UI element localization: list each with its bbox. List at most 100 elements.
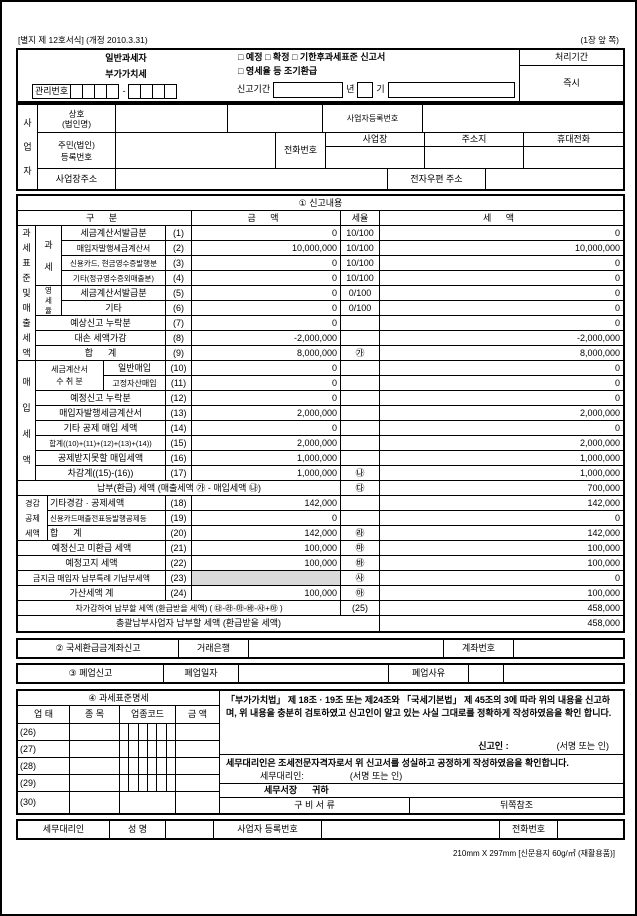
row-amount[interactable]: 0 — [192, 256, 341, 271]
row-tax[interactable]: 0 — [380, 421, 623, 436]
year-input[interactable] — [357, 81, 374, 98]
row-amount[interactable]: 0 — [192, 286, 341, 301]
row-amount[interactable]: 1,000,000 — [192, 451, 341, 466]
row-amount[interactable]: 10,000,000 — [192, 241, 341, 256]
report-row: 기타 공제 매입 세액 (14) 0 0 — [36, 421, 623, 436]
workplace-address-input[interactable] — [116, 169, 388, 189]
row-amount[interactable]: 0 — [192, 301, 341, 316]
row-amount[interactable]: -2,000,000 — [192, 331, 341, 346]
code-input[interactable] — [120, 792, 176, 813]
trade-name-input[interactable] — [116, 105, 228, 133]
closure-date-label: 폐업일자 — [164, 665, 239, 682]
row-tax[interactable]: 10,000,000 — [380, 241, 623, 256]
row-amount[interactable]: 2,000,000 — [192, 436, 341, 451]
row-tax[interactable]: 0 — [380, 376, 623, 391]
row-tax[interactable]: 0 — [380, 361, 623, 376]
row-tax[interactable]: 2,000,000 — [380, 406, 623, 421]
agent-reg-no-input[interactable] — [322, 821, 500, 838]
resident-reg-no-input[interactable] — [116, 133, 276, 169]
row-rate: 10/100 — [341, 271, 380, 286]
row-tax[interactable]: 2,000,000 — [380, 436, 623, 451]
term-input[interactable] — [387, 81, 515, 98]
item-input[interactable] — [70, 775, 120, 792]
email-input[interactable] — [486, 169, 623, 189]
closure-reason-input[interactable] — [504, 665, 623, 682]
code-input[interactable] — [120, 724, 176, 741]
row-tax[interactable]: 100,000 — [380, 541, 623, 556]
row-tax[interactable]: 0 — [380, 511, 623, 526]
row-amount[interactable]: 8,000,000 — [192, 346, 341, 361]
row-amount[interactable]: 0 — [192, 376, 341, 391]
row-tax[interactable]: 100,000 — [380, 556, 623, 571]
period-input[interactable] — [273, 81, 344, 98]
row-tax[interactable]: 0 — [380, 286, 623, 301]
row-tax[interactable]: 458,000 — [587, 618, 620, 628]
agent-name-input[interactable] — [166, 821, 214, 838]
row-tax[interactable]: 700,000 — [380, 481, 623, 496]
address-phone-input[interactable] — [425, 147, 524, 169]
declarant-sign-note[interactable]: (서명 또는 인) — [556, 741, 609, 751]
early-refund-checkbox[interactable]: □ 영세율 등 조기환급 — [238, 65, 318, 76]
item-input[interactable] — [70, 724, 120, 741]
row-amount[interactable]: 142,000 — [192, 496, 341, 511]
code-input[interactable] — [120, 758, 176, 775]
row-label: 고정자산매입 — [104, 376, 166, 391]
agent-sign-note[interactable]: (서명 또는 인) — [349, 770, 403, 781]
workplace-phone-input[interactable] — [326, 147, 425, 169]
report-type-checkboxes[interactable]: □ 예정 □ 확정 □ 기한후과세표준 신고서 — [238, 51, 386, 62]
row-tax[interactable]: 1,000,000 — [380, 451, 623, 466]
row-amount[interactable]: 0 — [192, 271, 341, 286]
bank-input[interactable] — [249, 640, 444, 657]
row-tax[interactable]: 1,000,000 — [380, 466, 623, 481]
row-amount[interactable]: 2,000,000 — [192, 406, 341, 421]
item-input[interactable] — [70, 741, 120, 758]
item-input[interactable] — [70, 758, 120, 775]
row-amount[interactable]: 142,000 — [192, 526, 341, 541]
row-tax[interactable]: -2,000,000 — [380, 331, 623, 346]
row-tax[interactable]: 0 — [380, 271, 623, 286]
row-tax[interactable]: 458,000 — [380, 601, 623, 616]
item-input[interactable] — [70, 792, 120, 813]
row-amount[interactable]: 0 — [192, 421, 341, 436]
mobile-phone-input[interactable] — [524, 147, 623, 169]
row-tax[interactable]: 0 — [380, 301, 623, 316]
business-reg-no-input[interactable] — [423, 105, 623, 133]
row-tax[interactable]: 142,000 — [380, 496, 623, 511]
row-tax[interactable]: 100,000 — [380, 586, 623, 601]
closure-reason-code-input[interactable] — [469, 665, 504, 682]
group-label-taxbase-sales: 과 세 표 준 및 매 출 세 액 — [18, 226, 36, 361]
row-tax[interactable]: 8,000,000 — [380, 346, 623, 361]
row-amount[interactable]: 100,000 — [192, 586, 341, 601]
report-row: 신용카드, 현금영수증발행분 (3) 0 10/100 0 — [62, 256, 623, 271]
row-amount[interactable]: 0 — [192, 511, 341, 526]
row-amount[interactable]: 0 — [192, 316, 341, 331]
row-amount[interactable]: 100,000 — [192, 541, 341, 556]
agent-phone-input[interactable] — [558, 821, 623, 838]
amount-input[interactable] — [176, 775, 219, 792]
row-amount[interactable]: 100,000 — [192, 556, 341, 571]
row-amount[interactable]: 0 — [192, 391, 341, 406]
amount-input[interactable] — [176, 741, 219, 758]
code-input[interactable] — [120, 775, 176, 792]
account-no-input[interactable] — [514, 640, 623, 657]
row-tax[interactable]: 0 — [380, 571, 623, 586]
row-amount[interactable]: 0 — [192, 226, 341, 241]
mgmt-no-box[interactable] — [164, 84, 178, 99]
closure-date-input[interactable] — [239, 665, 389, 682]
code-input[interactable] — [120, 741, 176, 758]
row-tax[interactable]: 0 — [380, 316, 623, 331]
row-tax[interactable]: 142,000 — [380, 526, 623, 541]
trade-name-input2[interactable] — [228, 105, 323, 133]
row-tax[interactable]: 0 — [380, 226, 623, 241]
amount-input[interactable] — [176, 724, 219, 741]
mgmt-no-box[interactable] — [106, 84, 120, 99]
row-amount[interactable]: 1,000,000 — [192, 466, 341, 481]
amount-input[interactable] — [176, 792, 219, 813]
row-tax[interactable]: 0 — [380, 391, 623, 406]
row-tax[interactable]: 0 — [380, 256, 623, 271]
col-header-tax: 세 액 — [380, 211, 623, 226]
row-label: 납부(환급) 세액 (매출세액 ㉮ - 매입세액 ㉯) — [18, 481, 341, 496]
row-label: 합 계 — [48, 526, 166, 541]
amount-input[interactable] — [176, 758, 219, 775]
row-amount[interactable]: 0 — [192, 361, 341, 376]
